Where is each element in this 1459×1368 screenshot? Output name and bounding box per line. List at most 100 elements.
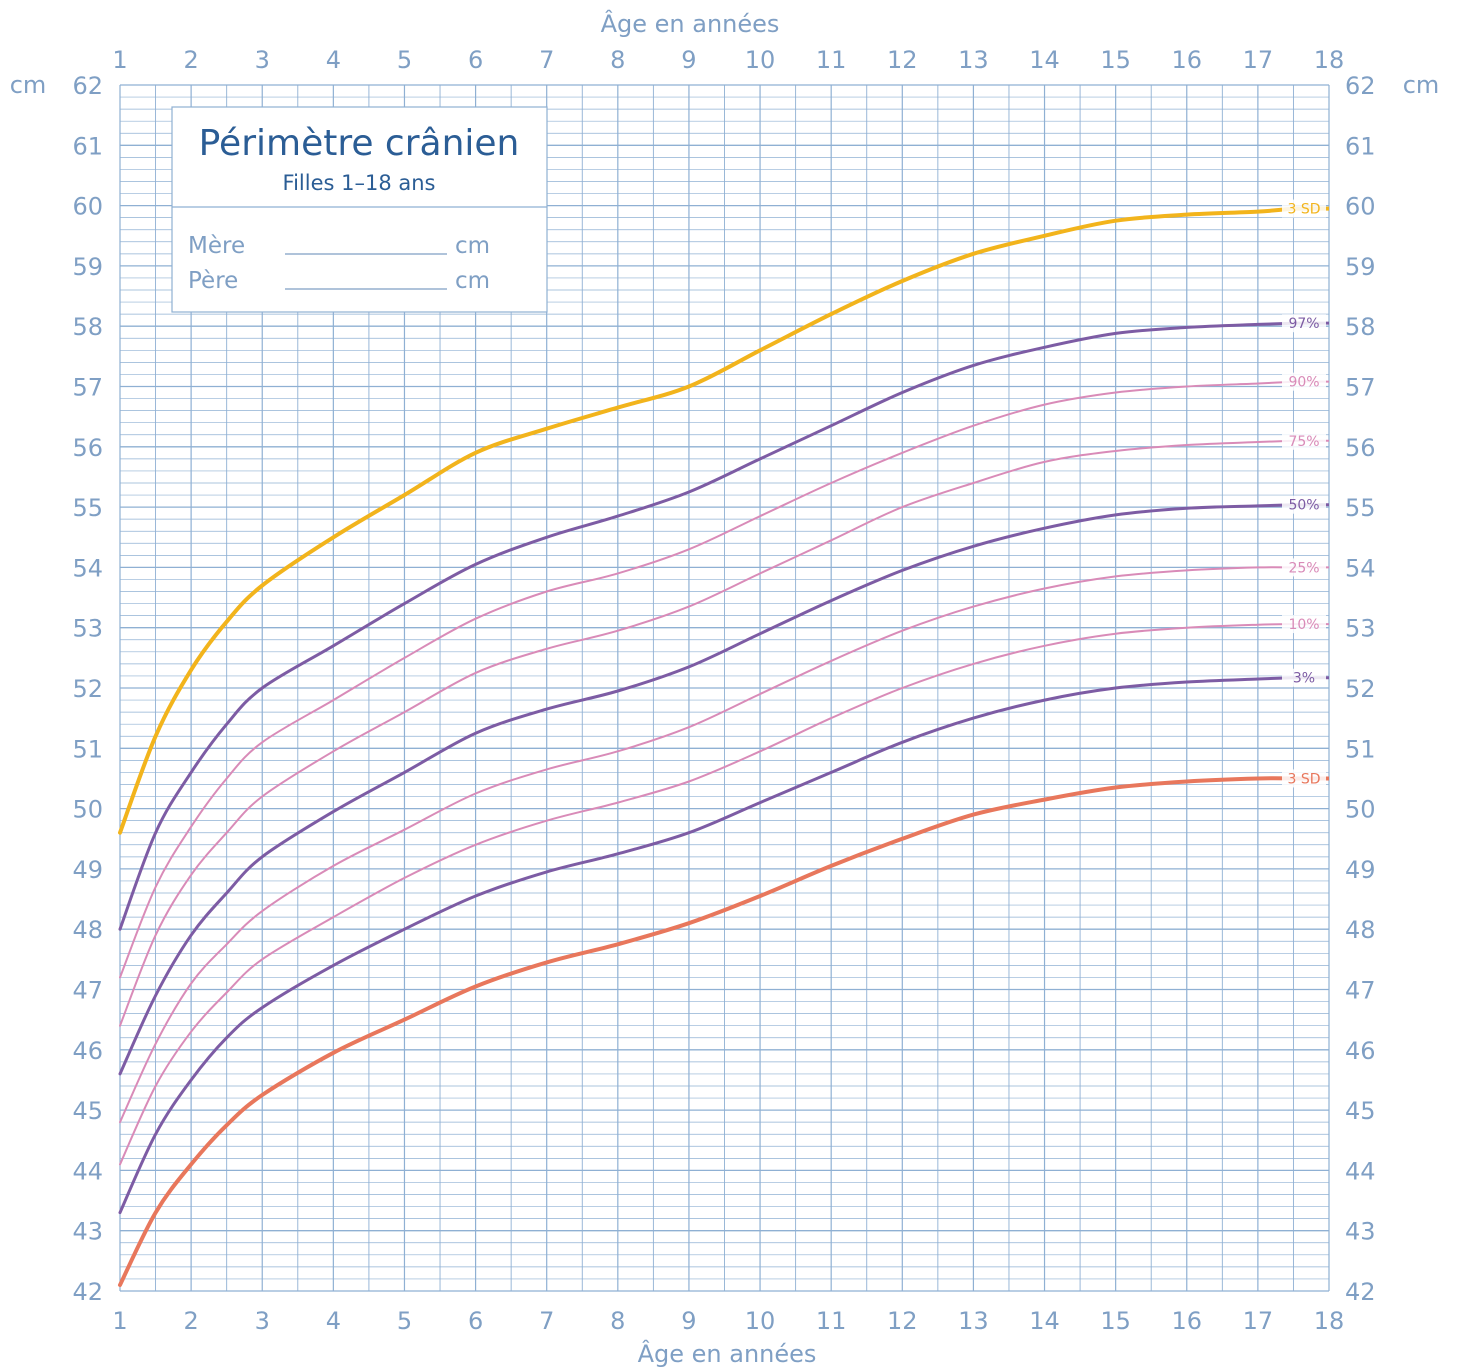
x-tick-label-top: 1 [112, 46, 127, 74]
mother-unit: cm [455, 233, 490, 259]
series-label-8: 3 SD [1287, 771, 1320, 787]
x-tick-label-bottom: 6 [468, 1307, 483, 1335]
series-label-7: 3% [1293, 671, 1315, 687]
y-tick-label-right: 50 [1345, 796, 1376, 824]
y-tick-label-left: 60 [72, 193, 103, 221]
y-tick-label-left: 53 [72, 615, 103, 643]
x-tick-label-top: 14 [1029, 46, 1060, 74]
series-line-4 [120, 505, 1293, 1074]
y-tick-label-right: 61 [1345, 132, 1376, 160]
y-axis-unit-left: cm [10, 71, 47, 99]
y-tick-label-left: 58 [72, 313, 103, 341]
x-tick-label-bottom: 2 [183, 1307, 198, 1335]
x-tick-label-top: 11 [816, 46, 847, 74]
series-label-4: 50% [1288, 498, 1319, 514]
chart-title: Périmètre crânien [199, 123, 520, 164]
series-label-0: 3 SD [1287, 202, 1320, 218]
y-axis-unit-right: cm [1403, 71, 1440, 99]
y-tick-label-right: 45 [1345, 1097, 1376, 1125]
title-box: Périmètre crânien Filles 1–18 ans Mère c… [172, 107, 547, 312]
x-tick-label-top: 2 [183, 46, 198, 74]
y-tick-label-right: 48 [1345, 916, 1376, 944]
y-tick-label-left: 61 [72, 132, 103, 160]
x-tick-label-bottom: 17 [1243, 1307, 1274, 1335]
y-tick-label-right: 62 [1345, 72, 1376, 100]
y-tick-label-left: 62 [72, 72, 103, 100]
x-tick-label-bottom: 4 [326, 1307, 341, 1335]
father-label: Père [188, 268, 238, 294]
y-tick-label-left: 49 [72, 856, 103, 884]
x-axis-title-top: Âge en années [601, 9, 780, 38]
y-tick-label-left: 45 [72, 1097, 103, 1125]
chart-subtitle: Filles 1–18 ans [283, 171, 436, 195]
x-tick-label-top: 18 [1314, 46, 1345, 74]
x-tick-label-bottom: 1 [112, 1307, 127, 1335]
y-tick-label-left: 47 [72, 977, 103, 1005]
y-tick-label-left: 59 [72, 253, 103, 281]
y-tick-label-right: 58 [1345, 313, 1376, 341]
x-tick-label-bottom: 14 [1029, 1307, 1060, 1335]
x-tick-label-top: 16 [1171, 46, 1202, 74]
y-tick-label-right: 53 [1345, 615, 1376, 643]
x-tick-label-bottom: 11 [816, 1307, 847, 1335]
x-tick-label-top: 4 [326, 46, 341, 74]
y-tick-label-left: 46 [72, 1037, 103, 1065]
series-label-3: 75% [1288, 434, 1319, 450]
y-tick-label-right: 52 [1345, 675, 1376, 703]
x-tick-label-bottom: 13 [958, 1307, 989, 1335]
x-tick-label-top: 17 [1243, 46, 1274, 74]
x-tick-label-bottom: 3 [255, 1307, 270, 1335]
y-tick-label-right: 44 [1345, 1157, 1376, 1185]
y-tick-label-right: 42 [1345, 1278, 1376, 1306]
mother-label: Mère [188, 233, 245, 259]
x-tick-label-top: 10 [745, 46, 776, 74]
y-tick-label-right: 49 [1345, 856, 1376, 884]
x-tick-label-top: 3 [255, 46, 270, 74]
series-labels: 3 SD97%90%75%50%25%10%3%3 SD [1282, 200, 1326, 788]
y-tick-label-right: 59 [1345, 253, 1376, 281]
y-tick-label-right: 60 [1345, 193, 1376, 221]
series-line-7 [120, 678, 1293, 1213]
y-tick-label-left: 44 [72, 1157, 103, 1185]
y-tick-label-left: 48 [72, 916, 103, 944]
series-line-8 [120, 778, 1293, 1285]
x-tick-label-top: 15 [1100, 46, 1131, 74]
x-tick-label-bottom: 15 [1100, 1307, 1131, 1335]
x-tick-label-bottom: 16 [1171, 1307, 1202, 1335]
y-tick-label-right: 43 [1345, 1218, 1376, 1246]
father-unit: cm [455, 268, 490, 294]
y-tick-label-left: 50 [72, 796, 103, 824]
y-tick-label-left: 55 [72, 494, 103, 522]
x-tick-label-top: 12 [887, 46, 918, 74]
x-tick-label-bottom: 9 [681, 1307, 696, 1335]
y-tick-label-left: 42 [72, 1278, 103, 1306]
y-tick-label-left: 51 [72, 735, 103, 763]
y-tick-label-left: 54 [72, 554, 103, 582]
y-tick-label-left: 43 [72, 1218, 103, 1246]
x-tick-label-top: 5 [397, 46, 412, 74]
y-tick-label-right: 57 [1345, 374, 1376, 402]
y-tick-label-left: 56 [72, 434, 103, 462]
x-tick-label-top: 6 [468, 46, 483, 74]
y-tick-label-left: 52 [72, 675, 103, 703]
series-label-2: 90% [1288, 375, 1319, 391]
x-tick-label-top: 8 [610, 46, 625, 74]
x-tick-label-bottom: 5 [397, 1307, 412, 1335]
x-tick-label-bottom: 8 [610, 1307, 625, 1335]
y-tick-label-right: 54 [1345, 554, 1376, 582]
x-tick-label-bottom: 12 [887, 1307, 918, 1335]
x-axis-title-bottom: Âge en années [638, 1339, 817, 1368]
x-tick-label-bottom: 10 [745, 1307, 776, 1335]
x-tick-label-top: 13 [958, 46, 989, 74]
x-tick-label-top: 7 [539, 46, 554, 74]
y-tick-label-right: 47 [1345, 977, 1376, 1005]
series-label-1: 97% [1288, 316, 1319, 332]
series-line-1 [120, 323, 1293, 929]
x-tick-label-top: 9 [681, 46, 696, 74]
y-tick-label-right: 46 [1345, 1037, 1376, 1065]
x-tick-label-bottom: 18 [1314, 1307, 1345, 1335]
y-tick-label-left: 57 [72, 374, 103, 402]
y-tick-label-right: 51 [1345, 735, 1376, 763]
x-tick-label-bottom: 7 [539, 1307, 554, 1335]
